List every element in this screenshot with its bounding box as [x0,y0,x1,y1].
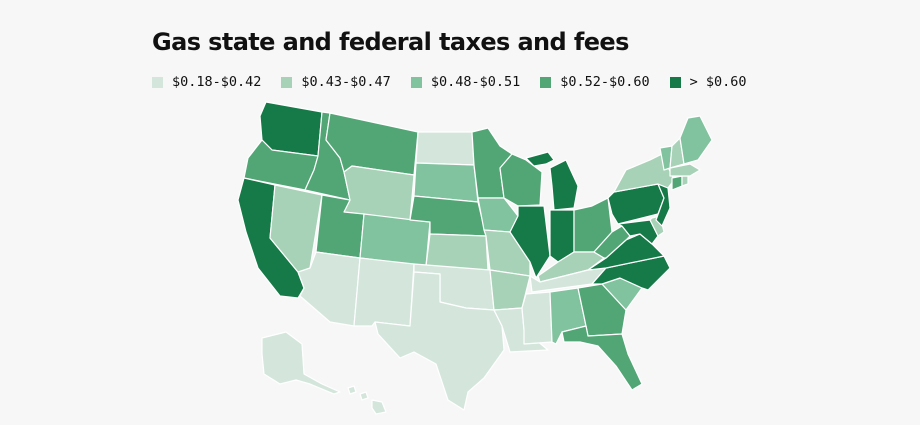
legend-label: $0.18-$0.42 [172,74,262,90]
state-il[interactable] [509,205,551,279]
legend-label: $0.43-$0.47 [301,74,391,90]
legend: $0.18-$0.42 $0.43-$0.47 $0.48-$0.51 $0.5… [152,74,767,90]
state-fl[interactable] [561,325,643,391]
legend-label: > $0.60 [689,74,747,90]
legend-item-3: $0.48-$0.51 [410,74,521,90]
state-me[interactable] [679,115,713,165]
chart-title: Gas state and federal taxes and fees [152,28,629,56]
state-nd[interactable] [415,131,475,166]
state-ri[interactable] [681,175,689,187]
legend-label: $0.48-$0.51 [430,74,521,90]
legend-item-5: > $0.60 [669,74,747,90]
state-ct[interactable] [671,175,683,191]
legend-swatch [540,76,552,88]
state-mi[interactable] [525,151,579,211]
state-wv[interactable] [593,225,631,259]
state-wi[interactable] [499,153,543,207]
state-wy[interactable] [343,165,415,221]
legend-swatch [152,76,163,88]
state-ks[interactable] [425,233,489,271]
legend-swatch [410,76,422,88]
state-ms[interactable] [521,291,553,345]
state-hi[interactable] [347,385,387,415]
state-nm[interactable] [353,257,415,327]
legend-swatch [669,76,681,88]
legend-swatch [281,76,293,88]
state-ma[interactable] [669,163,701,177]
legend-item-1: $0.18-$0.42 [152,74,261,90]
state-co[interactable] [359,213,431,267]
legend-item-4: $0.52-$0.60 [540,74,650,90]
state-tx[interactable] [374,271,505,411]
state-ak[interactable] [261,331,341,395]
legend-item-2: $0.43-$0.47 [281,74,391,90]
state-sd[interactable] [413,162,479,203]
legend-label: $0.52-$0.60 [560,74,650,90]
